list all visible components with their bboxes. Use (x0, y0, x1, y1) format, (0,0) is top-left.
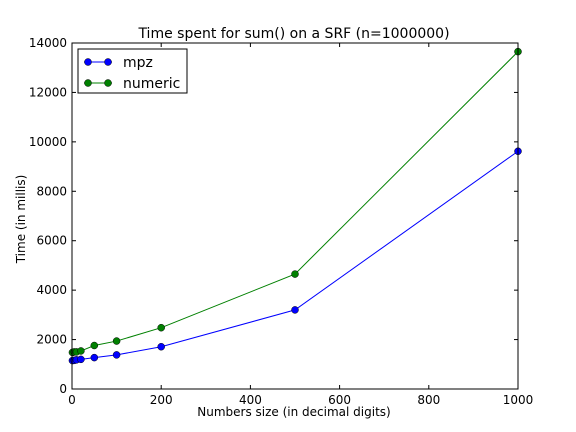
y-tick-label: 4000 (36, 283, 67, 297)
data-point-numeric (291, 270, 299, 278)
x-tick-label: 0 (68, 393, 76, 407)
legend-label-numeric: numeric (123, 76, 180, 92)
x-axis-label: Numbers size (in decimal digits) (197, 405, 390, 419)
legend-marker-mpz (104, 58, 112, 66)
data-point-numeric (90, 341, 99, 350)
data-point-mpz (90, 353, 99, 362)
data-point-mpz (112, 351, 121, 359)
y-axis-label: Time (in millis) (14, 175, 28, 265)
data-point-numeric (157, 323, 165, 332)
chart-title: Time spent for sum() on a SRF (n=1000000… (137, 26, 449, 42)
x-tick-label: 1000 (503, 393, 534, 407)
legend-marker-numeric (104, 79, 112, 87)
legend-box (77, 48, 188, 94)
y-tick-label: 2000 (36, 333, 67, 347)
y-tick-label: 8000 (36, 184, 67, 198)
y-tick-label: 12000 (29, 85, 67, 99)
x-tick-label: 800 (417, 393, 440, 407)
x-tick-label: 600 (328, 393, 351, 407)
axes-frame (71, 42, 519, 390)
y-tick-label: 6000 (36, 234, 67, 248)
x-tick-label: 400 (239, 393, 262, 407)
legend-label-mpz: mpz (123, 55, 153, 71)
legend-marker-mpz (84, 58, 92, 66)
x-tick-label: 200 (150, 393, 173, 407)
plot-area: 0 200 400 600 800 100002000400060008000100001… (29, 36, 533, 407)
data-point-mpz (77, 355, 85, 364)
data-point-numeric (77, 347, 85, 355)
data-point-mpz (291, 306, 299, 314)
y-tick-label: 10000 (29, 135, 67, 149)
y-tick-label: 14000 (29, 36, 67, 50)
data-point-numeric (112, 337, 121, 345)
legend: mpz numeric (77, 48, 188, 94)
legend-marker-numeric (84, 79, 92, 87)
y-tick-label: 0 (59, 382, 67, 396)
data-point-mpz (157, 342, 165, 351)
